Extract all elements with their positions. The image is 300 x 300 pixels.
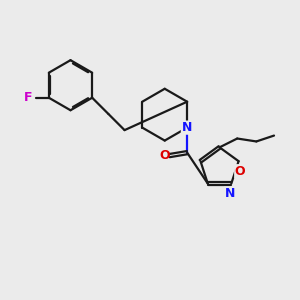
Text: O: O <box>235 165 245 178</box>
Text: F: F <box>24 91 33 104</box>
Text: N: N <box>182 121 192 134</box>
Text: O: O <box>159 149 169 162</box>
Text: N: N <box>225 187 235 200</box>
